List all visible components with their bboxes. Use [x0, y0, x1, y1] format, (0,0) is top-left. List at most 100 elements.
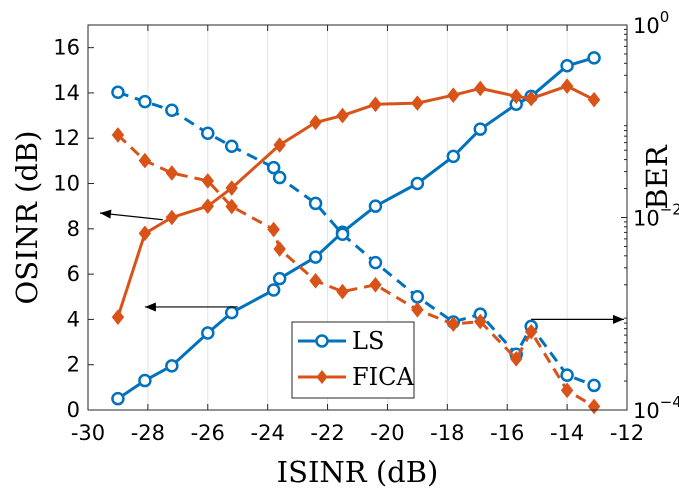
x-axis-label: ISINR (dB) [277, 455, 439, 489]
data-point [225, 180, 238, 196]
data-point [266, 283, 281, 297]
data-point [410, 176, 425, 191]
data-point [201, 126, 215, 141]
data-point [273, 137, 286, 153]
y-tick-label-right-base: 10 [633, 399, 660, 423]
data-point [509, 88, 523, 105]
data-point [560, 368, 574, 382]
y-tick-label-right-exponent: 0 [660, 8, 670, 26]
x-tick-label: -16 [490, 421, 524, 445]
annotation-arrow-head [144, 302, 156, 312]
data-point [524, 90, 538, 107]
data-point [308, 196, 323, 211]
annotation-arrow-head [613, 314, 625, 324]
data-point [111, 391, 125, 406]
data-point [111, 85, 125, 100]
y-tick-label-right-exponent: −4 [660, 393, 679, 411]
y-tick-label-left: 10 [53, 172, 80, 196]
y-tick-label-left: 8 [67, 217, 80, 241]
data-point [368, 255, 383, 270]
legend-marker-ls [315, 334, 329, 348]
y-axis-label-right: BER [640, 144, 674, 209]
data-point [587, 378, 601, 393]
data-point [201, 326, 215, 340]
y-tick-label-left: 14 [53, 81, 80, 105]
axes-layer: -30 -28 -26 -24 -22 -20 -18 -16 -14 -12 0 2 4 6 8 10 12 1… [53, 8, 679, 445]
x-tick-label: -26 [191, 421, 225, 445]
data-point [138, 225, 152, 242]
x-tick-label: -12 [610, 421, 644, 445]
data-point [474, 80, 487, 97]
data-point [560, 382, 574, 399]
y-tick-label-left: 6 [67, 262, 80, 286]
data-point [309, 272, 322, 289]
data-point [587, 51, 601, 65]
y-tick-label-right-base: 10 [633, 14, 660, 38]
x-tick-label: -18 [430, 421, 464, 445]
data-point [165, 103, 179, 118]
series-line-fica-ber [116, 133, 595, 408]
data-point [272, 271, 287, 286]
x-tick-label: -14 [550, 421, 584, 445]
data-point [165, 209, 179, 226]
legend: LS FICA [291, 321, 415, 399]
data-point [201, 173, 215, 189]
x-tick-label: -30 [71, 421, 105, 445]
legend-box [291, 321, 415, 399]
y-tick-label-right: 10−2 [633, 201, 679, 231]
data-point [336, 107, 349, 124]
annotation-layer [99, 209, 625, 324]
series-layer [111, 51, 601, 415]
data-point [509, 351, 523, 367]
data-point [138, 373, 152, 388]
data-point [369, 276, 382, 293]
y-tick-label-left: 12 [53, 126, 80, 150]
data-point [447, 316, 460, 332]
data-point [111, 127, 125, 143]
data-point [473, 122, 488, 136]
legend-label-fica: FICA [352, 363, 414, 391]
grid-layer [147, 25, 568, 410]
y-tick-label-left: 16 [53, 36, 80, 60]
data-point [411, 301, 424, 318]
data-point [447, 87, 460, 104]
x-tick-label: -22 [310, 421, 344, 445]
data-point [524, 323, 538, 340]
annotation-arrow-head [99, 209, 112, 219]
y-tick-label-left: 2 [67, 353, 80, 377]
legend-label-ls: LS [352, 327, 384, 355]
data-point [224, 305, 239, 320]
data-point [201, 198, 215, 214]
x-tick-label: -24 [251, 421, 285, 445]
data-point [138, 152, 152, 169]
y-tick-label-left: 0 [67, 398, 80, 422]
data-point [165, 165, 179, 181]
data-point [111, 309, 125, 325]
data-point [267, 221, 280, 238]
series-line-fica-osinr [116, 84, 595, 318]
legend-marker-fica [316, 370, 328, 384]
data-point [474, 313, 487, 330]
data-point [410, 290, 425, 304]
y-tick-label-right-base: 10 [633, 207, 660, 231]
data-point [411, 95, 424, 111]
data-point [587, 91, 601, 108]
data-point [369, 96, 382, 113]
data-point [368, 199, 383, 213]
x-tick-label: -20 [370, 421, 404, 445]
data-point [587, 398, 601, 415]
data-point [138, 94, 152, 109]
y-tick-label-right: 10−4 [633, 393, 679, 423]
y-axis-label-left: OSINR (dB) [10, 130, 44, 304]
data-point [335, 227, 350, 241]
y-tick-label-right-exponent: −2 [660, 201, 679, 219]
data-point [308, 250, 323, 264]
data-point [560, 78, 574, 94]
data-point [309, 114, 322, 131]
data-point [446, 149, 461, 164]
x-tick-label: -28 [131, 421, 165, 445]
data-point [560, 59, 574, 73]
data-point [272, 170, 287, 185]
data-point [165, 359, 179, 373]
